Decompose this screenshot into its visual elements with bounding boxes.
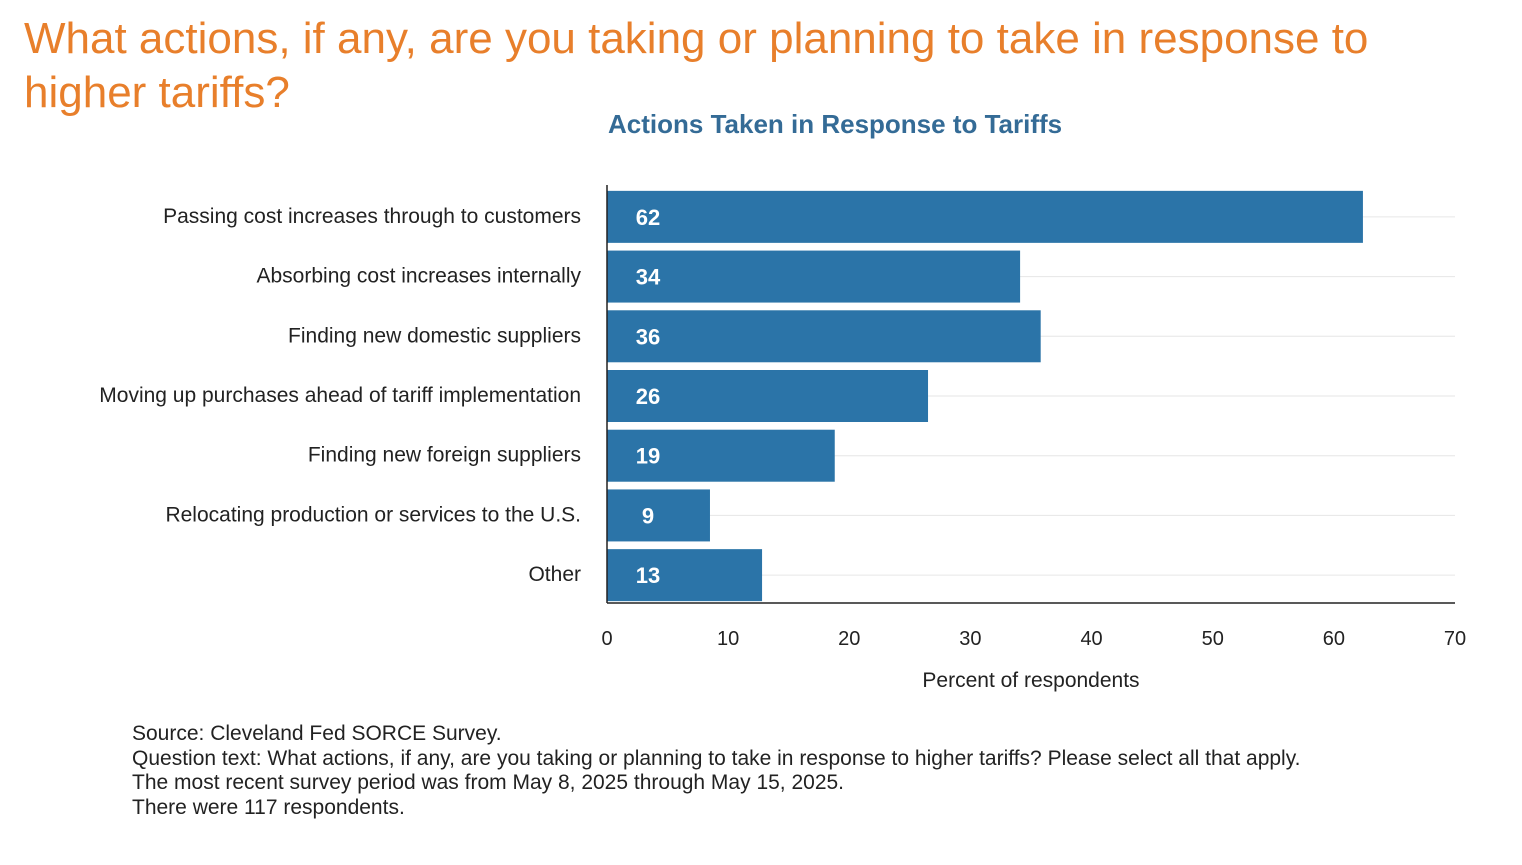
x-tick-label: 70 — [1444, 628, 1466, 650]
bar-data-label: 13 — [636, 563, 660, 588]
x-tick-label: 0 — [601, 628, 612, 650]
x-axis-title: Percent of respondents — [922, 669, 1139, 692]
bar-data-label: 62 — [636, 205, 660, 230]
axes: Passing cost increases through to custom… — [99, 185, 1466, 650]
bar — [607, 549, 763, 602]
period-note: The most recent survey period was from M… — [132, 771, 845, 794]
bar — [607, 370, 929, 422]
category-label: Finding new domestic suppliers — [288, 324, 581, 347]
bar-data-label: 19 — [636, 444, 660, 469]
bar — [607, 190, 1363, 243]
bar-data-label: 34 — [636, 265, 661, 290]
x-tick-label: 40 — [1080, 628, 1102, 650]
bar-chart: Actions Taken in Response to Tariffs 62 3… — [99, 109, 1466, 692]
category-label: Passing cost increases through to custom… — [163, 205, 581, 228]
bar — [607, 489, 710, 542]
x-tick-label: 50 — [1202, 628, 1224, 650]
chart-title: Actions Taken in Response to Tariffs — [608, 109, 1062, 139]
bar — [607, 429, 835, 482]
x-tick-label: 60 — [1323, 628, 1345, 650]
x-tick-label: 30 — [959, 628, 981, 650]
category-label: Other — [528, 563, 581, 586]
bar-data-label: 26 — [636, 384, 660, 409]
category-label: Finding new foreign suppliers — [308, 444, 581, 467]
x-tick-label: 10 — [717, 628, 739, 650]
respondents-note: There were 117 respondents. — [132, 795, 405, 819]
source-note: Source: Cleveland Fed SORCE Survey. — [132, 722, 502, 745]
chart-notes: Source: Cleveland Fed SORCE Survey. Ques… — [132, 722, 1492, 820]
bar — [607, 310, 1041, 363]
x-tick-label: 20 — [838, 628, 860, 650]
category-label: Relocating production or services to the… — [165, 503, 581, 526]
category-label: Moving up purchases ahead of tariff impl… — [99, 384, 581, 407]
bars: 62 34 36 26 19 9 13 — [607, 190, 1363, 602]
question-note: Question text: What actions, if any, are… — [132, 746, 1301, 770]
bar-data-label: 36 — [636, 324, 660, 349]
bar — [607, 250, 1021, 303]
bar-data-label: 9 — [642, 503, 654, 528]
page-title: What actions, if any, are you taking or … — [24, 14, 1369, 117]
category-label: Absorbing cost increases internally — [257, 265, 582, 288]
